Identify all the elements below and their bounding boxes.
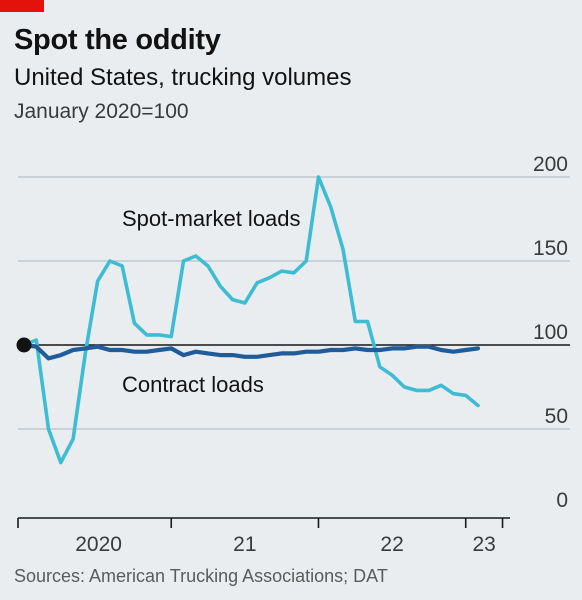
base-point-marker	[16, 337, 32, 353]
brand-red-tab	[0, 0, 44, 12]
y-tick-label-50: 50	[545, 405, 568, 428]
x-tick-label-21: 21	[233, 533, 256, 556]
y-tick-label-0: 0	[556, 489, 568, 512]
chart-title: Spot the oddity	[14, 24, 221, 56]
contract-line	[21, 342, 481, 361]
series-lines	[16, 175, 570, 465]
annotations: Spot-market loads Contract loads	[122, 206, 301, 397]
x-tick-label-2020: 2020	[75, 533, 122, 556]
y-tick-label-100: 100	[533, 321, 568, 344]
x-tick-label-22: 22	[380, 533, 403, 556]
source-note: Sources: American Trucking Associations;…	[14, 566, 388, 586]
contract-label: Contract loads	[122, 372, 264, 397]
unit-note: January 2020=100	[14, 100, 189, 123]
x-tick-label-23: 23	[472, 533, 495, 556]
spot-market-label: Spot-market loads	[122, 206, 301, 231]
chart-subtitle: United States, trucking volumes	[14, 64, 352, 91]
y-tick-label-150: 150	[533, 237, 568, 260]
y-tick-label-200: 200	[533, 153, 568, 176]
x-axis: 2020 21 22 23	[17, 517, 510, 556]
y-tick-labels: 0 50 100 150 200	[533, 153, 568, 512]
spot-market-line	[22, 175, 480, 465]
